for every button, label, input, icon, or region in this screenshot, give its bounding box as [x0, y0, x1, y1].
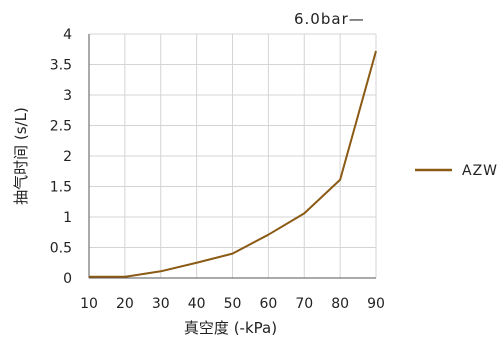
- y-tick-label: 1: [63, 210, 72, 226]
- top-annotation: 6.0bar—: [294, 10, 365, 28]
- y-tick-label: 3.5: [50, 58, 72, 74]
- y-tick-label: 2: [63, 149, 72, 165]
- x-tick-label: 90: [367, 296, 385, 312]
- series-layer: [89, 50, 377, 278]
- axes: [88, 34, 376, 279]
- y-tick-label: 1.5: [50, 180, 72, 196]
- y-tick-label: 2.5: [50, 119, 72, 135]
- series-line-azw: [89, 50, 377, 278]
- x-tick-label: 30: [152, 296, 170, 312]
- x-tick-labels: 10 20 30 40 50 60 70 80 90: [80, 296, 385, 312]
- x-tick-label: 50: [224, 296, 242, 312]
- y-tick-label: 0.5: [50, 241, 72, 257]
- x-tick-label: 70: [295, 296, 313, 312]
- legend-label-azw: AZW: [462, 163, 498, 179]
- y-tick-labels: 0 0.5 1 1.5 2 2.5 3 3.5 4: [50, 27, 72, 287]
- y-tick-label: 0: [63, 271, 72, 287]
- y-tick-label: 3: [63, 88, 72, 104]
- x-tick-label: 80: [331, 296, 349, 312]
- y-tick-label: 4: [63, 27, 72, 43]
- legend: AZW: [415, 163, 498, 179]
- x-tick-label: 60: [259, 296, 277, 312]
- x-tick-label: 40: [188, 296, 206, 312]
- y-axis-title: 抽气时间 (s/L): [12, 107, 30, 205]
- grid: [88, 33, 377, 279]
- x-axis-title: 真空度 (-kPa): [184, 319, 277, 337]
- x-tick-label: 10: [80, 296, 98, 312]
- x-tick-label: 20: [116, 296, 134, 312]
